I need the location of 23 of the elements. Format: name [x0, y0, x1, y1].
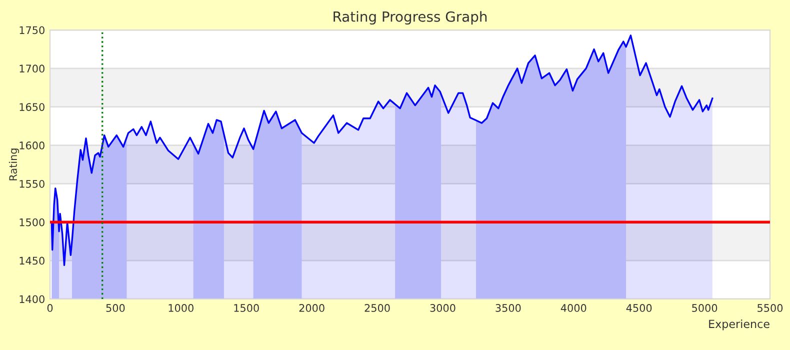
- x-tick-label: 2500: [364, 304, 390, 312]
- x-tick-label: 3000: [430, 304, 456, 312]
- y-tick-label: 1450: [20, 256, 44, 265]
- x-tick-label: 1000: [168, 304, 194, 312]
- x-tick-label: 4000: [560, 304, 586, 312]
- x-tick-label: 2000: [299, 304, 324, 312]
- y-tick-label: 1400: [20, 295, 44, 304]
- x-axis-title: Experience: [709, 320, 770, 330]
- x-tick-label: 5500: [758, 304, 783, 312]
- y-tick-label: 1500: [20, 218, 44, 226]
- x-tick-label: 0: [47, 304, 53, 312]
- y-tick-label: 1750: [20, 26, 44, 34]
- y-tick-label: 1600: [20, 142, 44, 150]
- y-tick-label: 1650: [20, 103, 44, 111]
- y-tick-label: 1700: [20, 64, 44, 73]
- x-tick-label: 1500: [234, 304, 259, 312]
- x-tick-label: 500: [106, 304, 125, 312]
- y-axis-title: Rating: [8, 148, 20, 180]
- x-tick-label: 4500: [626, 304, 652, 312]
- chart-title: Rating Progress Graph: [334, 11, 487, 25]
- x-tick-label: 3500: [496, 304, 521, 312]
- x-tick-label: 5000: [692, 304, 718, 312]
- y-tick-label: 1550: [20, 180, 44, 188]
